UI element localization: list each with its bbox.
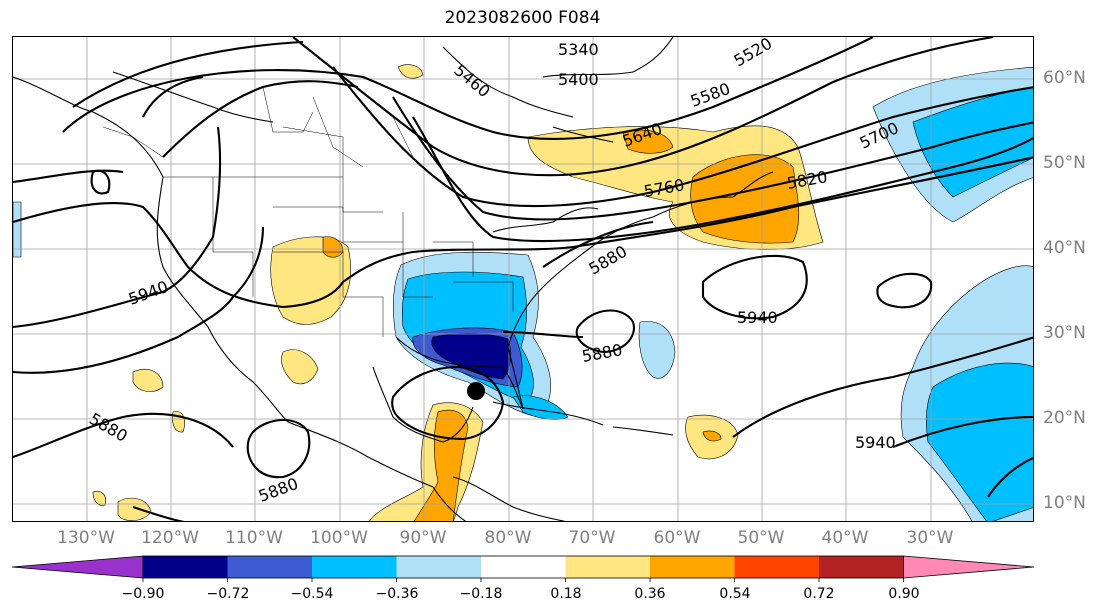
positive-anomaly-mexico	[281, 349, 319, 385]
colorbar-segment	[565, 556, 650, 578]
positive-anomaly-gulf-of-st-lawrence	[622, 129, 674, 154]
colorbar-segment	[396, 556, 481, 578]
colorbar-tick-label: 0.90	[888, 586, 920, 602]
coastlines	[13, 37, 774, 521]
lon-label-120w: 120°W	[141, 528, 199, 548]
colorbar-tick-label: 0.54	[719, 586, 751, 602]
map-canvas: 5340 5400 5460 5520 5580 5640 5700 5760 …	[13, 37, 1033, 521]
colorbar-segment	[819, 556, 904, 578]
contour-label-5880-bahamas: 5880	[580, 340, 623, 366]
negative-anomaly-atlantic-south-core	[926, 362, 1033, 521]
lat-label-10n: 10°N	[1043, 493, 1086, 513]
colorbar-segment	[227, 556, 312, 578]
colorbar-segment	[481, 556, 566, 578]
lon-label-60w: 60°W	[653, 528, 701, 548]
colorbar-segment	[143, 556, 228, 578]
contour-label-5340: 5340	[558, 40, 599, 59]
lon-label-110w: 110°W	[225, 528, 283, 548]
negative-anomaly-florida	[512, 395, 569, 420]
contour-label-5400: 5400	[558, 70, 599, 89]
colorbar-tick-label: 0.36	[634, 586, 666, 602]
positive-anomaly-small-3	[117, 497, 152, 521]
contour-label-5940-mid: 5940	[737, 308, 778, 327]
lat-label-40n: 40°N	[1043, 238, 1086, 258]
contour-label-5880-pacific: 5880	[86, 409, 131, 446]
colorbar-extend-low	[11, 555, 144, 579]
colorbar-tick-label: −0.54	[290, 586, 334, 602]
lat-label-50n: 50°N	[1043, 153, 1086, 173]
contour-label-5520: 5520	[731, 37, 776, 70]
height-contours	[13, 37, 1033, 521]
colorbar-tick-label: 0.18	[550, 586, 582, 602]
colorbar-tick-label: −0.90	[121, 586, 165, 602]
lon-label-100w: 100°W	[310, 528, 368, 548]
lat-label-60n: 60°N	[1043, 68, 1086, 88]
contour-label-5460: 5460	[450, 61, 493, 102]
colorbar-tick-label: −0.18	[459, 586, 503, 602]
contour-label-5940-se: 5940	[855, 433, 896, 452]
lon-label-30w: 30°W	[906, 528, 954, 548]
positive-anomaly-caribbean-core	[702, 430, 722, 442]
lat-label-30n: 30°N	[1043, 323, 1086, 343]
lon-label-70w: 70°W	[568, 528, 616, 548]
colorbar-extend-high	[903, 555, 1035, 579]
lon-label-80w: 80°W	[484, 528, 532, 548]
lon-label-130w: 130°W	[57, 528, 115, 548]
positive-anomaly-pacific	[132, 368, 164, 392]
colorbar-segments	[11, 555, 1035, 582]
contour-label-5880-atl: 5880	[586, 242, 631, 279]
lon-label-90w: 90°W	[399, 528, 447, 548]
positive-anomaly-small-1	[397, 64, 424, 79]
lat-label-20n: 20°N	[1043, 408, 1086, 428]
lon-label-40w: 40°W	[821, 528, 869, 548]
negative-anomaly-west-coast	[13, 201, 22, 258]
storm-center-dot	[467, 382, 485, 400]
colorbar-segment	[312, 556, 397, 578]
colorbar-segment	[650, 556, 735, 578]
contour-label-5880-south: 5880	[256, 474, 301, 506]
positive-anomaly-small-2	[92, 490, 106, 506]
colorbar-tick-label: −0.72	[206, 586, 250, 602]
state-borders	[102, 86, 514, 337]
contour-label-5940-west: 5940	[126, 277, 171, 309]
colorbar-tick-label: −0.36	[375, 586, 419, 602]
colorbar-tick-label: 0.72	[803, 586, 835, 602]
lon-label-50w: 50°W	[737, 528, 785, 548]
colorbar	[11, 555, 1035, 582]
map-panel: 5340 5400 5460 5520 5580 5640 5700 5760 …	[12, 36, 1034, 522]
colorbar-segment	[734, 556, 819, 578]
map-title: 2023082600 F084	[444, 8, 601, 28]
negative-anomaly-cuba-east	[638, 321, 676, 379]
colorbar-frame	[142, 555, 904, 579]
contour-label-5580: 5580	[688, 79, 733, 111]
